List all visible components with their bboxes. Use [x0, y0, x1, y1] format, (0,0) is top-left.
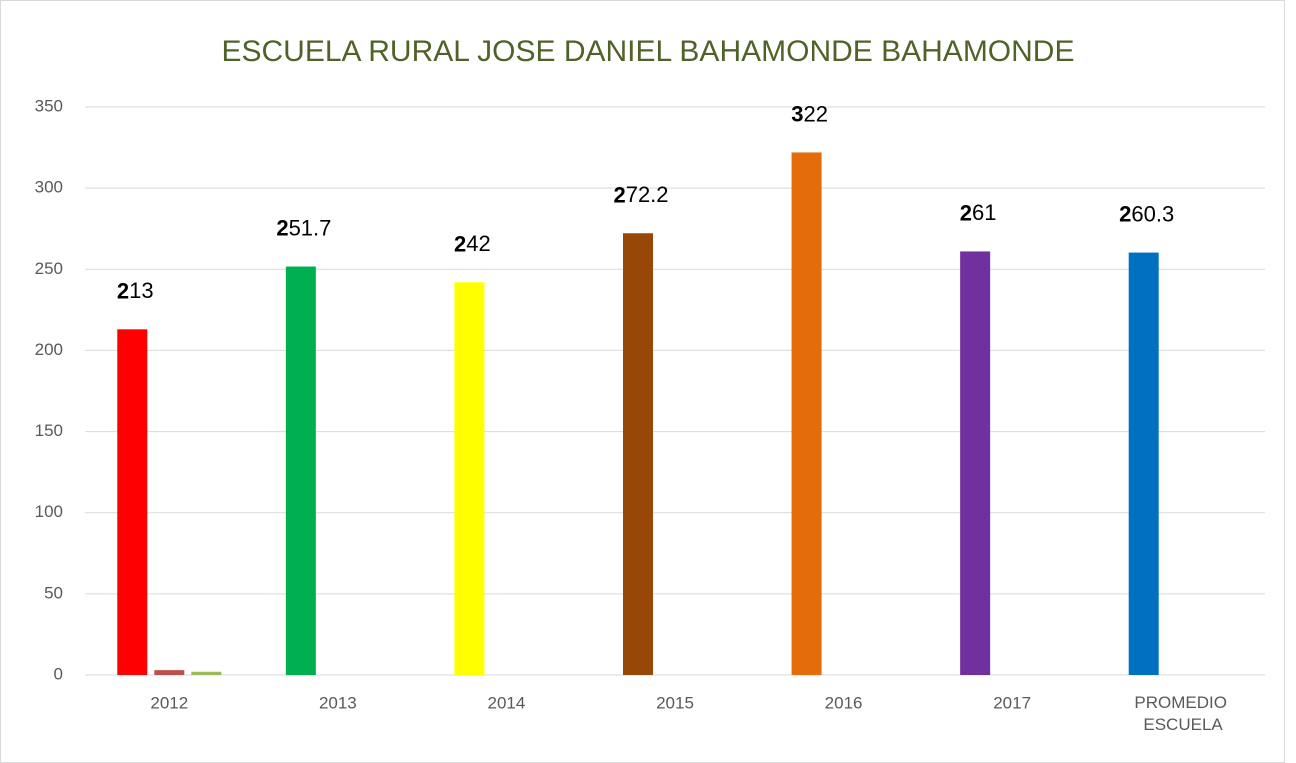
data-label: 251.7 [276, 215, 331, 240]
x-tick-label: 2017 [993, 693, 1031, 712]
y-tick-label: 50 [44, 583, 63, 602]
x-tick-label: 2013 [319, 693, 357, 712]
x-tick-label: 2014 [488, 693, 526, 712]
data-label: 213 [117, 278, 154, 303]
y-tick-label: 200 [35, 340, 63, 359]
y-tick-label: 0 [54, 664, 63, 683]
bar [117, 329, 148, 675]
bar [623, 233, 653, 675]
x-tick-label: 2015 [656, 693, 694, 712]
data-label: 242 [454, 231, 491, 256]
x-tick-label: PROMEDIO ESCUELA [1134, 693, 1227, 734]
y-tick-label: 300 [35, 178, 63, 197]
bar [191, 671, 222, 675]
x-tick-label: 2016 [825, 693, 863, 712]
y-tick-label: 100 [35, 502, 63, 521]
data-label: 261 [960, 200, 997, 225]
bar [454, 282, 485, 675]
data-label: 272.2 [613, 182, 668, 207]
y-tick-label: 150 [35, 421, 63, 440]
bar [960, 251, 991, 676]
x-tick-label: 2012 [150, 693, 188, 712]
bar [1128, 252, 1159, 675]
data-label: 322 [791, 101, 828, 126]
y-tick-label: 350 [35, 96, 63, 115]
data-label: 260.3 [1119, 201, 1174, 226]
chart-title: ESCUELA RURAL JOSE DANIEL BAHAMONDE BAHA… [222, 35, 1075, 68]
bar [154, 670, 185, 675]
bar [791, 152, 822, 675]
y-tick-label: 250 [35, 259, 63, 278]
bar [285, 266, 316, 675]
